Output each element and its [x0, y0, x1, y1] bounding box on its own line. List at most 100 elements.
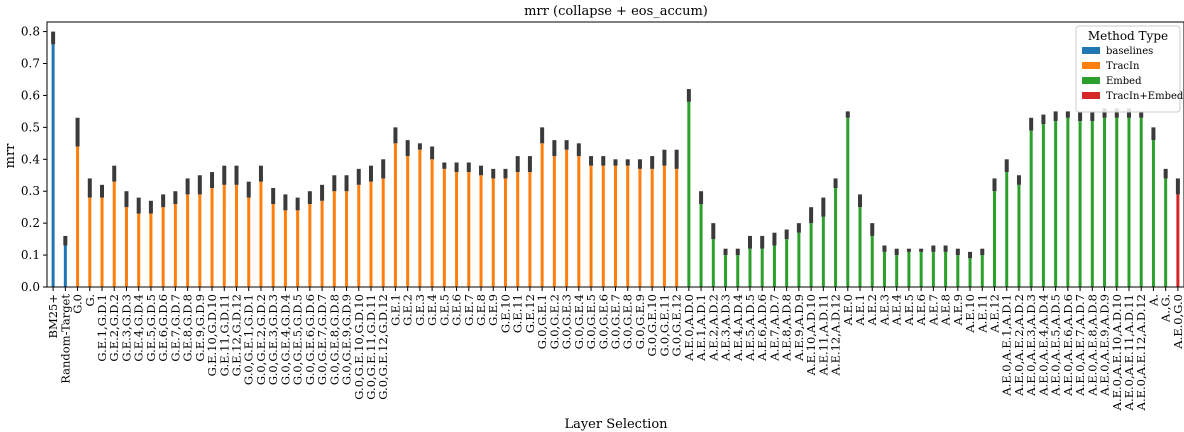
bar: [124, 207, 128, 287]
plot-frame: [46, 21, 1184, 288]
x-axis: BM25+Random-TargetG.0G.G.E.1,G.D.1G.E.2,…: [46, 287, 1184, 411]
bar: [809, 223, 813, 287]
x-tick-label: A.E.0,A.E.1,A.D.1: [1000, 294, 1014, 397]
bar: [1115, 117, 1119, 287]
bars-group: [51, 31, 1180, 288]
x-tick-label: G.0: [71, 294, 85, 314]
x-tick-label: G.0,G.E.9: [633, 294, 647, 349]
x-tick-label: G.0,G.E.12: [670, 294, 684, 357]
y-tick-label: 0.4: [21, 152, 40, 166]
bar: [186, 194, 190, 287]
x-tick-label: BM25+: [46, 294, 60, 339]
bar: [1017, 184, 1021, 287]
bar: [748, 248, 752, 287]
x-tick-label: G.E.5: [437, 294, 451, 326]
x-tick-label: G.E.12: [523, 294, 537, 333]
bar: [222, 184, 226, 287]
legend-label: TracIn: [1106, 61, 1140, 72]
bar: [100, 197, 104, 287]
bar: [944, 251, 948, 287]
x-tick-label: G.0,G.E.4: [572, 294, 586, 349]
bar: [503, 178, 507, 287]
bar: [467, 172, 471, 287]
bar: [296, 210, 300, 287]
x-tick-label: G.E.3,G.D.3: [119, 294, 133, 362]
x-tick-label: A.E.10,A.D.10: [804, 294, 818, 376]
y-tick-label: 0.0: [21, 280, 40, 294]
x-tick-label: A.E.8: [939, 294, 953, 326]
x-tick-label: A.E.0,A.E.11,A.D.11: [1122, 294, 1136, 411]
bar: [406, 156, 410, 287]
x-tick-label: A.E.0,A.E.3,A.D.3: [1024, 294, 1038, 397]
x-tick-label: A.E.9,A.D.9: [792, 294, 806, 362]
x-tick-label: G.E.12,G.D.12: [230, 294, 244, 376]
bar: [711, 239, 715, 287]
bar: [357, 184, 361, 287]
bar: [308, 203, 312, 287]
x-tick-label: A.E.0,A.E.12,A.D.12: [1134, 294, 1148, 411]
bar: [772, 245, 776, 287]
legend-swatch: [1082, 47, 1100, 54]
x-tick-label: A.E.0,G.0: [1171, 294, 1184, 350]
y-tick-label: 0.5: [21, 120, 40, 134]
bar: [895, 255, 899, 287]
x-tick-label: G.: [83, 294, 97, 306]
x-tick-label: A.E.1: [853, 294, 867, 326]
bar: [528, 172, 532, 287]
bar: [687, 101, 691, 287]
x-tick-label: A.E.12: [988, 294, 1002, 334]
bar: [210, 188, 214, 287]
x-tick-label: G.E.5,G.D.5: [144, 294, 158, 362]
bar: [149, 213, 153, 287]
bar: [931, 251, 935, 287]
x-tick-label: A.E.2,A.D.2: [706, 294, 720, 362]
bar: [993, 191, 996, 287]
legend-swatch: [1082, 62, 1100, 69]
y-tick-label: 0.3: [21, 184, 40, 198]
bar: [1139, 117, 1143, 287]
y-axis-label: mrr: [3, 143, 18, 169]
bar: [540, 143, 544, 287]
x-tick-label: G.0,G.E.8: [621, 294, 635, 349]
bar: [1127, 117, 1131, 287]
x-tick-label: A.E.0: [841, 294, 855, 326]
x-tick-label: G.0,G.E.4,G.D.4: [278, 294, 292, 385]
legend-box: [1075, 25, 1181, 113]
bar: [369, 181, 373, 287]
legend-swatch: [1082, 92, 1100, 99]
x-tick-label: G.0,G.E.5,G.D.5: [291, 294, 305, 385]
x-tick-label: G.0,G.E.6,G.D.6: [303, 294, 317, 385]
x-tick-label: A.E.1,A.D.1: [694, 294, 708, 362]
bar: [552, 156, 556, 287]
x-tick-label: A.E.0,A.D.0: [682, 294, 696, 362]
bar: [1029, 130, 1033, 287]
bar: [393, 143, 397, 287]
bar: [601, 165, 605, 287]
legend-label: Embed: [1106, 76, 1142, 87]
bar: [51, 44, 55, 287]
x-tick-label: G.0,G.E.6: [596, 294, 610, 349]
legend-label: baselines: [1106, 46, 1153, 57]
x-tick-label: G.0,G.E.2,G.D.2: [254, 294, 268, 385]
bar: [161, 207, 165, 287]
x-axis-label: Layer Selection: [564, 417, 668, 432]
y-tick-label: 0.1: [21, 248, 40, 262]
y-tick-label: 0.6: [21, 88, 40, 102]
x-tick-label: A.E.5,A.D.5: [743, 294, 757, 362]
bar: [589, 165, 593, 287]
bar: [247, 197, 251, 287]
x-tick-label: A.E.6: [914, 294, 928, 326]
x-tick-label: A.E.12,A.D.12: [829, 294, 843, 376]
bar: [626, 165, 630, 287]
x-tick-label: G.E.9: [486, 294, 500, 326]
x-tick-label: A.E.2: [865, 294, 879, 326]
x-tick-label: G.E.2,G.D.2: [107, 294, 121, 362]
bar: [76, 146, 80, 287]
chart-title: mrr (collapse + eos_accum): [524, 4, 708, 19]
x-tick-label: G.E.1,G.D.1: [95, 294, 109, 362]
x-tick-label: A.E.7: [926, 294, 940, 326]
y-tick-label: 0.8: [21, 25, 40, 39]
x-tick-label: A.E.0,A.E.10,A.D.10: [1110, 294, 1124, 411]
bar: [479, 175, 483, 287]
bar: [418, 149, 422, 287]
